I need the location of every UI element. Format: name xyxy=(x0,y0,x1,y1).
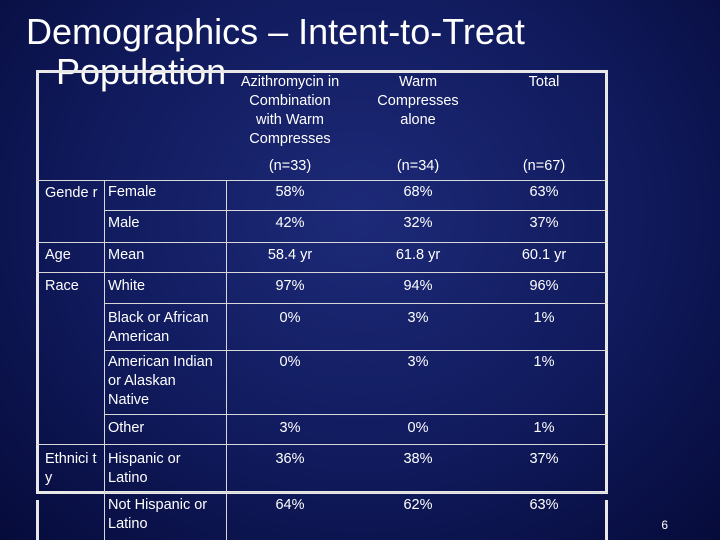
row-label-male: Male xyxy=(108,215,140,231)
cell-value: 37% xyxy=(529,451,559,467)
page-number: 6 xyxy=(661,518,668,532)
cell-value: 37% xyxy=(529,215,559,231)
cell-value: 3% xyxy=(279,420,301,436)
grid-line xyxy=(226,180,227,540)
cell-value: 0% xyxy=(279,354,301,370)
cell-value: 32% xyxy=(403,215,433,231)
cell-value: 0% xyxy=(279,310,301,326)
header-azithromycin: Azithromycin in Combination with Warm Co… xyxy=(226,73,354,149)
header-line: alone xyxy=(400,112,436,128)
header-n-total: (n=67) xyxy=(522,158,566,174)
header-line: Compresses xyxy=(249,131,331,147)
cell-value: 96% xyxy=(529,278,559,294)
grid-line xyxy=(104,492,608,493)
cell-value: 3% xyxy=(407,310,429,326)
row-label-female: Female xyxy=(108,184,157,200)
header-line: with Warm xyxy=(256,112,324,128)
group-ethnicity: Ethnici ty xyxy=(45,451,97,486)
grid-line xyxy=(36,272,608,273)
header-line: Warm xyxy=(398,74,438,90)
cell-value: 61.8 yr xyxy=(395,247,441,263)
cell-value: 63% xyxy=(529,497,559,513)
cell-value: 1% xyxy=(533,354,555,370)
cell-value: 68% xyxy=(403,184,433,200)
cell-value: 58.4 yr xyxy=(267,247,313,263)
group-race: Race xyxy=(45,278,79,294)
row-label-other: Other xyxy=(108,420,145,436)
cell-value: 58% xyxy=(275,184,305,200)
cell-value: 42% xyxy=(275,215,305,231)
cell-value: 38% xyxy=(403,451,433,467)
group-age: Age xyxy=(45,247,71,263)
grid-line xyxy=(36,180,608,181)
title-line-1: Demographics – Intent-to-Treat xyxy=(26,11,525,52)
header-n-warm: (n=34) xyxy=(396,158,440,174)
row-label-black: Black or African American xyxy=(108,310,209,345)
grid-line xyxy=(36,444,608,445)
grid-line xyxy=(104,303,608,304)
grid-line xyxy=(104,210,608,211)
cell-value: 60.1 yr xyxy=(521,247,567,263)
grid-line xyxy=(104,180,105,540)
row-label-not-hispanic: Not Hispanic or Latino xyxy=(108,497,208,532)
cell-value: 64% xyxy=(275,497,305,513)
cell-value: 63% xyxy=(529,184,559,200)
grid-line xyxy=(104,350,608,351)
row-label-mean: Mean xyxy=(108,247,145,263)
row-label-white: White xyxy=(108,278,146,294)
header-line: Azithromycin in xyxy=(240,74,340,90)
header-line: Combination xyxy=(249,93,331,109)
header-line: Total xyxy=(528,74,560,90)
cell-value: 1% xyxy=(533,420,555,436)
row-label-american-indian: American Indian or Alaskan Native xyxy=(108,354,213,408)
header-total: Total xyxy=(480,73,608,92)
cell-value: 94% xyxy=(403,278,433,294)
grid-line xyxy=(104,414,608,415)
cell-value: 0% xyxy=(407,420,429,436)
cell-value: 97% xyxy=(275,278,305,294)
group-gender: Gende r xyxy=(45,185,98,201)
header-warm-compresses: Warm Compresses alone xyxy=(354,73,482,130)
cell-value: 1% xyxy=(533,310,555,326)
row-label-hispanic: Hispanic or Latino xyxy=(108,451,181,486)
cell-value: 62% xyxy=(403,497,433,513)
cell-value: 3% xyxy=(407,354,429,370)
header-n-azithromycin: (n=33) xyxy=(268,158,312,174)
grid-line xyxy=(36,242,608,243)
header-line: Compresses xyxy=(377,93,459,109)
cell-value: 36% xyxy=(275,451,305,467)
